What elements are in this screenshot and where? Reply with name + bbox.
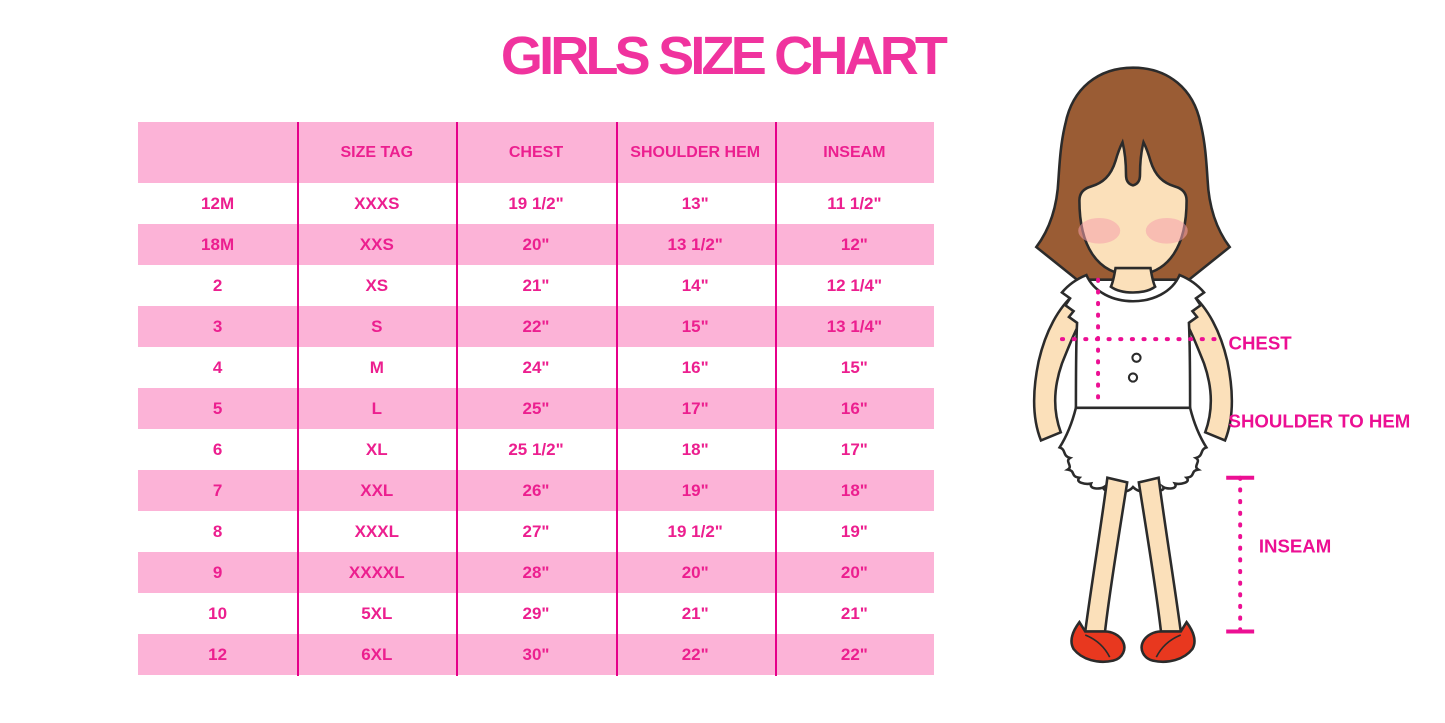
svg-text:INSEAM: INSEAM bbox=[1259, 535, 1331, 556]
svg-text:SHOULDER TO HEM: SHOULDER TO HEM bbox=[1229, 411, 1411, 432]
svg-text:CHEST: CHEST bbox=[1229, 333, 1293, 354]
